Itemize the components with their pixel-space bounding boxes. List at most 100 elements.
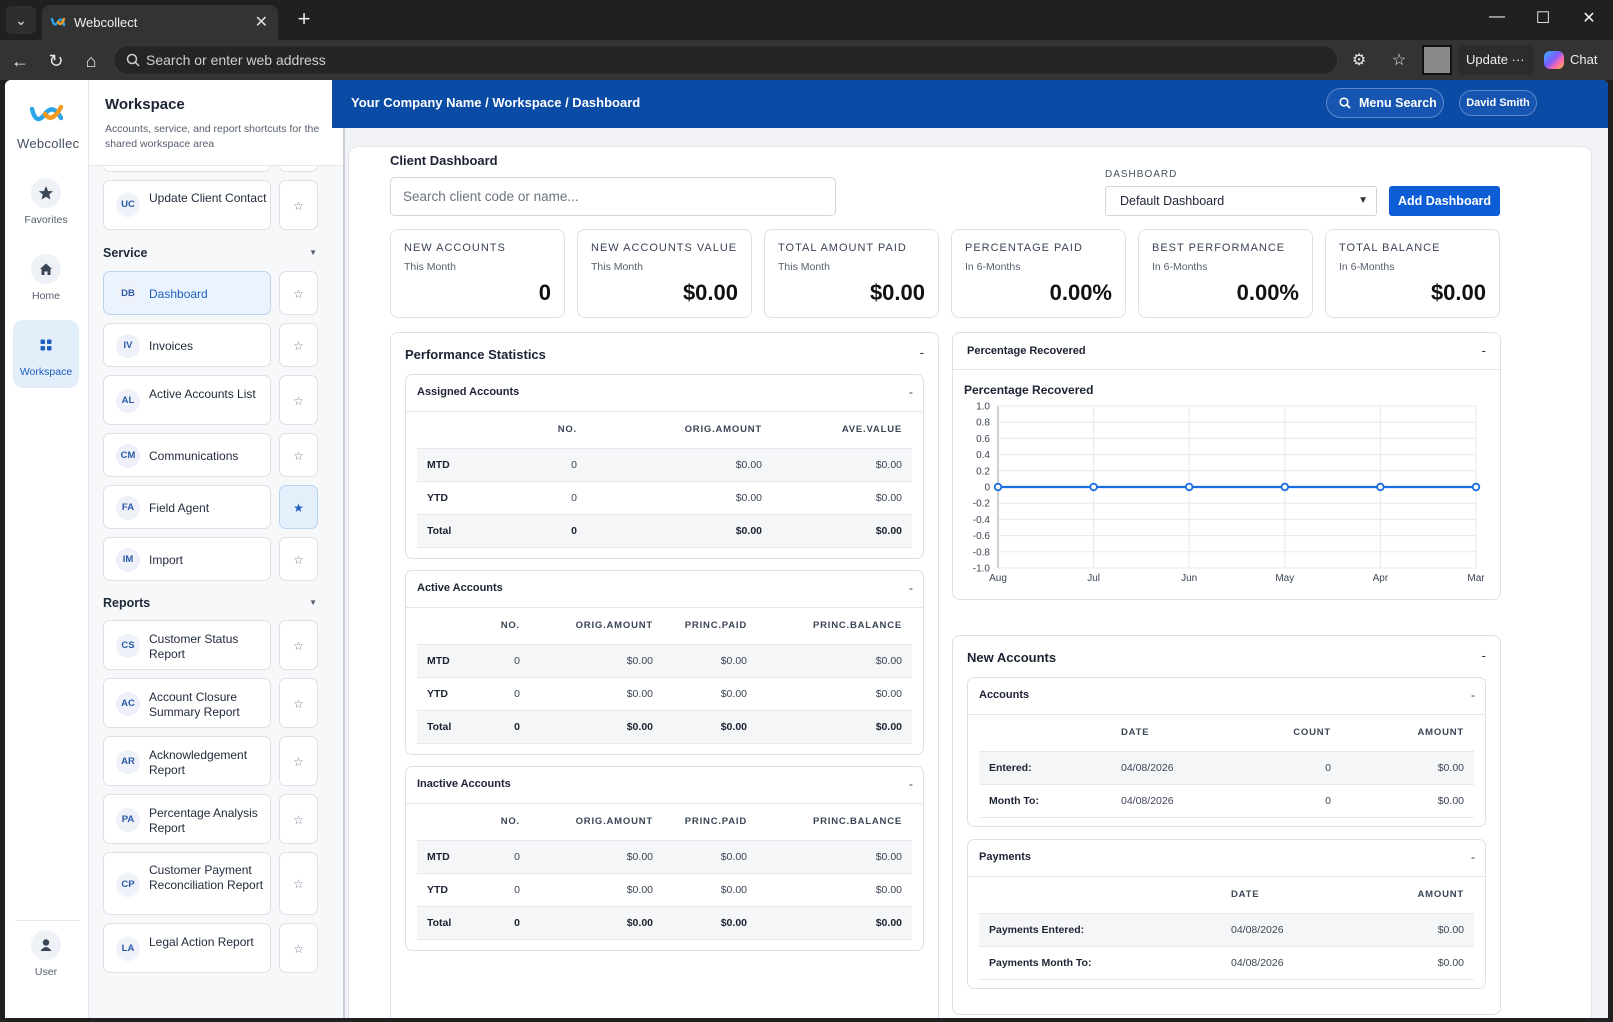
menu-item-hidden[interactable] — [103, 166, 319, 172]
favorite-star-icon[interactable]: ☆ — [279, 678, 318, 728]
chart-title: Percentage Recovered — [964, 383, 1093, 397]
menu-card[interactable] — [103, 166, 271, 172]
menu-item-label: Import — [149, 553, 184, 567]
menu-item-customer-status-report[interactable]: CS Customer Status Report ☆ — [103, 620, 319, 670]
section-reports[interactable]: Reports ▼ — [103, 596, 317, 610]
kpi-value: 0.00% — [1236, 280, 1299, 305]
tab-close-icon[interactable]: ✕ — [254, 14, 268, 31]
menu-item-update-client-contact[interactable]: UC Update Client Contact ☆ — [103, 180, 319, 230]
rail-item-home[interactable]: Home — [13, 244, 79, 312]
chevron-down-icon: ▼ — [1358, 195, 1368, 206]
favorite-star-icon[interactable]: ☆ — [279, 323, 318, 367]
assigned-accounts-card: Assigned Accounts - NO. ORIG.AMOUNT AVE.VA… — [405, 374, 924, 559]
table-header-row: DATE AMOUNT — [979, 877, 1474, 914]
menu-search-button[interactable]: Menu Search — [1326, 88, 1444, 118]
add-dashboard-button[interactable]: Add Dashboard — [1389, 186, 1500, 216]
menu-card[interactable]: CS Customer Status Report — [103, 620, 271, 670]
update-button[interactable]: Update ··· — [1458, 45, 1534, 75]
browser-tab[interactable]: Webcollect ✕ — [42, 5, 278, 40]
kpi-value: $0.00 — [869, 280, 925, 305]
collapse-button[interactable]: - — [909, 385, 913, 399]
kpi-period: In 6-Months — [1152, 261, 1208, 273]
menu-item-invoices[interactable]: IV Invoices ☆ — [103, 323, 319, 367]
rail-item-user[interactable]: User — [13, 920, 79, 988]
menu-card[interactable]: UC Update Client Contact — [103, 180, 271, 230]
menu-card[interactable]: AL Active Accounts List — [103, 375, 271, 425]
address-bar[interactable] — [113, 45, 1338, 75]
collapse-button[interactable]: - — [1471, 688, 1475, 702]
minimize-icon[interactable]: — — [1489, 8, 1505, 25]
refresh-icon[interactable]: ↻ — [48, 51, 64, 71]
menu-card[interactable]: LA Legal Action Report — [103, 923, 271, 973]
menu-item-acknowledgement-report[interactable]: AR Acknowledgement Report ☆ — [103, 736, 319, 786]
menu-card[interactable]: FA Field Agent — [103, 485, 271, 529]
menu-card[interactable]: DB Dashboard — [103, 271, 271, 315]
window-close-icon[interactable]: ✕ — [1582, 10, 1596, 27]
tab-list-button[interactable]: ⌄ — [6, 6, 36, 34]
menu-list[interactable]: UC Update Client Contact ☆ Service ▼ DB D… — [89, 166, 343, 1018]
menu-item-communications[interactable]: CM Communications ☆ — [103, 433, 319, 477]
menu-star[interactable] — [279, 166, 318, 172]
rail-item-favorites[interactable]: Favorites — [13, 168, 79, 236]
extensions-icon[interactable]: ⚙ — [1351, 52, 1367, 69]
menu-item-percentage-analysis-report[interactable]: PA Percentage Analysis Report ☆ — [103, 794, 319, 844]
menu-item-account-closure-summary-report[interactable]: AC Account Closure Summary Report ☆ — [103, 678, 319, 728]
column-header — [417, 608, 477, 645]
menu-card[interactable]: AR Acknowledgement Report — [103, 736, 271, 786]
address-input[interactable] — [146, 49, 1246, 71]
user-menu-button[interactable]: David Smith — [1459, 90, 1537, 116]
menu-card[interactable]: CP Customer Payment Reconciliation Report — [103, 852, 271, 915]
y-tick-label: 0 — [984, 483, 990, 494]
section-service[interactable]: Service ▼ — [103, 246, 317, 260]
favorite-star-icon[interactable]: ☆ — [279, 537, 318, 581]
menu-item-label: Update Client Contact — [149, 191, 267, 205]
menu-item-active-accounts-list[interactable]: AL Active Accounts List ☆ — [103, 375, 319, 425]
back-arrow-icon[interactable]: ← — [11, 51, 29, 71]
collapse-button[interactable]: - — [1481, 343, 1486, 358]
favorites-star-icon[interactable]: ☆ — [1391, 52, 1407, 69]
table-row: Total 0 $0.00 $0.00 — [417, 514, 912, 548]
collapse-button[interactable]: - — [1481, 648, 1486, 663]
star-icon — [31, 178, 61, 208]
table-cell: YTD — [417, 677, 477, 711]
favorite-star-icon[interactable]: ★ — [279, 485, 318, 529]
table-cell: $0.00 — [772, 514, 912, 548]
menu-card[interactable]: IV Invoices — [103, 323, 271, 367]
collapse-button[interactable]: - — [1471, 850, 1475, 864]
favorite-star-icon[interactable]: ☆ — [279, 923, 318, 973]
kpi-period: In 6-Months — [965, 261, 1021, 273]
menu-card[interactable]: AC Account Closure Summary Report — [103, 678, 271, 728]
favorite-star-icon[interactable]: ☆ — [279, 433, 318, 477]
rail-item-workspace[interactable]: Workspace — [13, 320, 79, 388]
favorite-star-icon[interactable]: ☆ — [279, 620, 318, 670]
favorite-star-icon[interactable]: ☆ — [279, 736, 318, 786]
menu-card[interactable]: IM Import — [103, 537, 271, 581]
menu-item-import[interactable]: IM Import ☆ — [103, 537, 319, 581]
collapse-button[interactable]: - — [909, 581, 913, 595]
menu-item-label: Legal Action Report — [149, 935, 254, 949]
dashboard-select-label: DASHBOARD — [1105, 169, 1178, 180]
dashboard-select[interactable]: Default Dashboard ▼ — [1105, 186, 1377, 216]
menu-card[interactable]: PA Percentage Analysis Report — [103, 794, 271, 844]
menu-item-dashboard[interactable]: DB Dashboard ☆ — [103, 271, 319, 315]
home-button-icon[interactable]: ⌂ — [85, 51, 97, 71]
favorite-star-icon[interactable]: ☆ — [279, 271, 318, 315]
menu-item-customer-payment-reconciliation-report[interactable]: CP Customer Payment Reconciliation Report… — [103, 852, 319, 915]
new-tab-button[interactable]: + — [297, 6, 311, 31]
favorite-star-icon[interactable]: ☆ — [279, 852, 318, 915]
maximize-icon[interactable]: ☐ — [1535, 10, 1551, 27]
table-cell: 0 — [477, 644, 530, 678]
favorite-star-icon[interactable]: ☆ — [279, 375, 318, 425]
collapse-button[interactable]: - — [909, 777, 913, 791]
chat-button[interactable]: Chat — [1540, 45, 1610, 75]
profile-avatar[interactable] — [1422, 45, 1452, 75]
favorite-star-icon[interactable]: ☆ — [279, 794, 318, 844]
table-cell: 0 — [477, 873, 530, 907]
menu-item-legal-action-report[interactable]: LA Legal Action Report ☆ — [103, 923, 319, 973]
client-search-input[interactable] — [390, 177, 836, 216]
menu-item-field-agent[interactable]: FA Field Agent ★ — [103, 485, 319, 529]
menu-card[interactable]: CM Communications — [103, 433, 271, 477]
favorite-star-icon[interactable]: ☆ — [279, 180, 318, 230]
card-title: Inactive Accounts — [417, 778, 511, 790]
collapse-button[interactable]: - — [919, 345, 924, 360]
